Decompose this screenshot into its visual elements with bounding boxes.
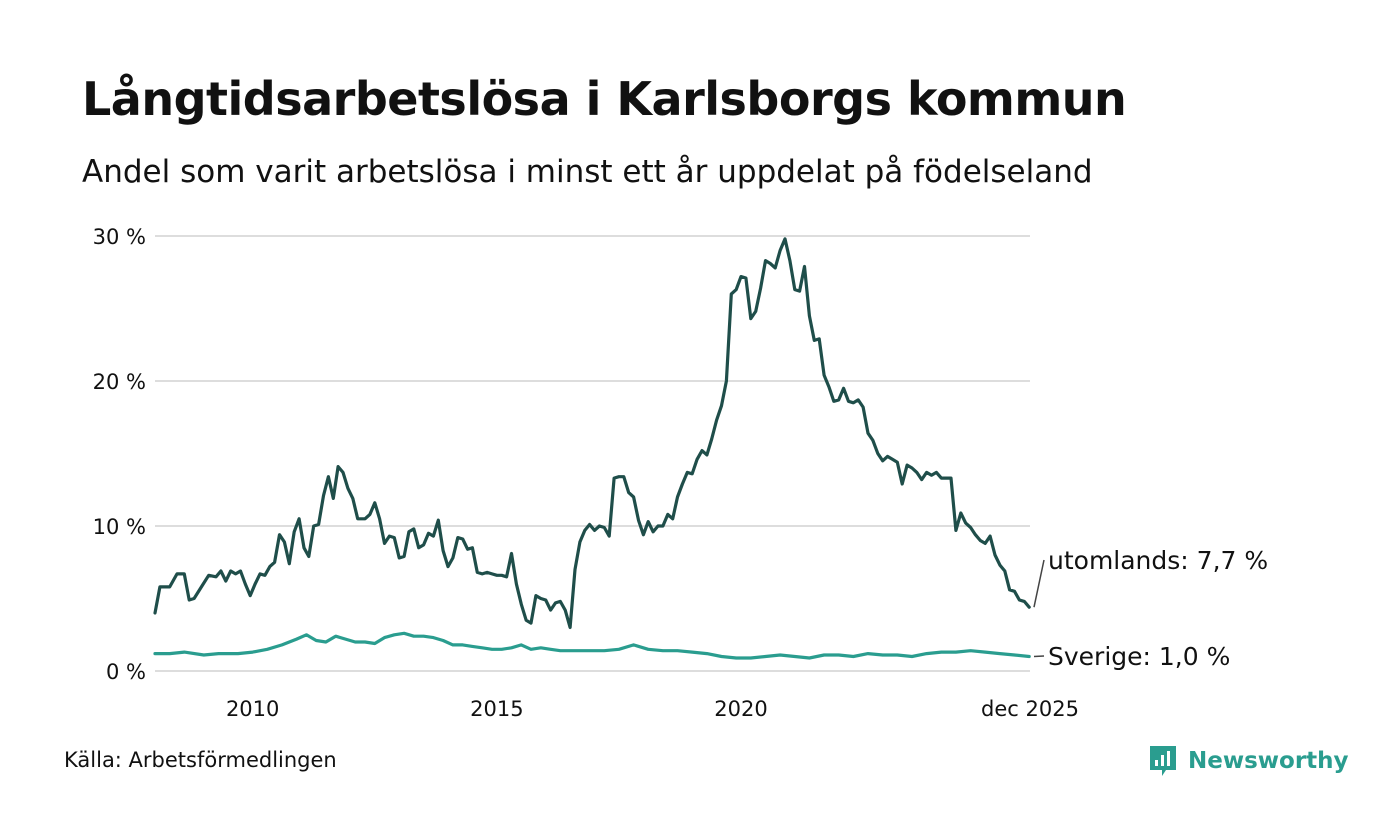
end-labels: utomlands: 7,7 % Sverige: 1,0 % (1033, 546, 1268, 671)
x-axis: 2010 2015 2020 dec 2025 (226, 697, 1079, 721)
end-label-utomlands: utomlands: 7,7 % (1048, 546, 1268, 575)
grid-layer (155, 235, 1030, 672)
series-line-sverige (153, 631, 1031, 660)
end-label-leader (1033, 559, 1045, 608)
page-subtitle: Andel som varit arbetslösa i minst ett å… (82, 154, 1093, 190)
newsworthy-logo-icon (1150, 746, 1176, 776)
x-tick-label: dec 2025 (981, 697, 1079, 721)
source-note: Källa: Arbetsförmedlingen (64, 748, 337, 772)
series-line-utomlands (153, 237, 1031, 630)
series-layer (153, 237, 1031, 660)
end-label-leader (1033, 655, 1045, 658)
y-tick-label: 10 % (93, 515, 146, 539)
page-title: Långtidsarbetslösa i Karlsborgs kommun (82, 72, 1127, 126)
brand-logo: Newsworthy (1148, 744, 1349, 778)
x-tick-label: 2010 (226, 697, 279, 721)
y-tick-label: 20 % (93, 370, 146, 394)
brand-name: Newsworthy (1188, 748, 1349, 774)
x-tick-label: 2015 (470, 697, 523, 721)
y-axis: 0 % 10 % 20 % 30 % (93, 225, 146, 684)
y-tick-label: 30 % (93, 225, 146, 249)
x-tick-label: 2020 (714, 697, 767, 721)
y-tick-label: 0 % (106, 660, 146, 684)
end-label-sverige: Sverige: 1,0 % (1048, 642, 1230, 671)
